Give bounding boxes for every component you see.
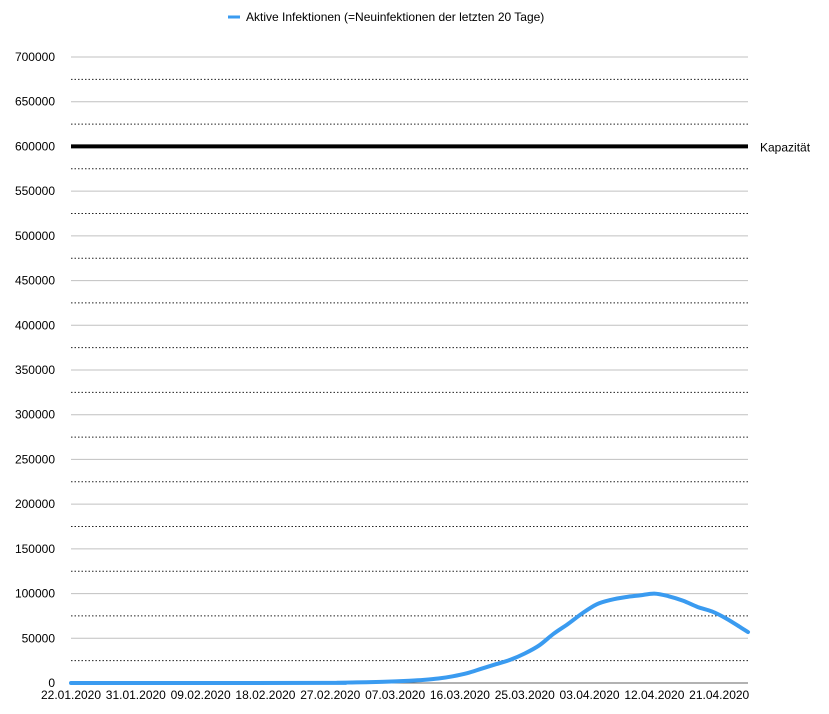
y-tick-label: 500000: [15, 229, 55, 243]
y-tick-label: 0: [48, 676, 55, 690]
series-line-aktive-infektionen: [69, 591, 750, 685]
x-tick-label: 27.02.2020: [300, 688, 360, 702]
y-tick-label: 550000: [15, 184, 55, 198]
y-tick-label: 50000: [22, 631, 56, 645]
grid: [71, 56, 748, 662]
y-tick-label: 200000: [15, 497, 55, 511]
y-tick-label: 150000: [15, 542, 55, 556]
x-tick-label: 25.03.2020: [495, 688, 555, 702]
y-tick-label: 450000: [15, 274, 55, 288]
y-tick-label: 100000: [15, 587, 55, 601]
y-tick-label: 650000: [15, 95, 55, 109]
y-tick-label: 400000: [15, 318, 55, 332]
x-tick-label: 31.01.2020: [106, 688, 166, 702]
x-tick-label: 22.01.2020: [41, 688, 101, 702]
x-tick-label: 16.03.2020: [430, 688, 490, 702]
x-tick-label: 03.04.2020: [560, 688, 620, 702]
x-tick-label: 18.02.2020: [235, 688, 295, 702]
legend-label: Aktive Infektionen (=Neuinfektionen der …: [246, 10, 544, 24]
x-tick-label: 21.04.2020: [689, 688, 749, 702]
y-tick-label: 600000: [15, 139, 55, 153]
x-tick-label: 09.02.2020: [171, 688, 231, 702]
x-tick-label: 07.03.2020: [365, 688, 425, 702]
x-tick-label: 12.04.2020: [624, 688, 684, 702]
series-label-kapazitaet: Kapazität: [760, 140, 811, 154]
y-tick-label: 300000: [15, 408, 55, 422]
legend: Aktive Infektionen (=Neuinfektionen der …: [228, 10, 544, 24]
y-tick-label: 350000: [15, 363, 55, 377]
y-axis: 0 50000 100000 150000 200000 250000 300000 3500…: [15, 50, 55, 690]
series-layer: Kapazität: [69, 140, 811, 685]
y-tick-label: 700000: [15, 50, 55, 64]
y-tick-label: 250000: [15, 452, 55, 466]
x-axis: 22.01.2020 31.01.2020 09.02.2020 18.02.2020…: [41, 682, 750, 702]
